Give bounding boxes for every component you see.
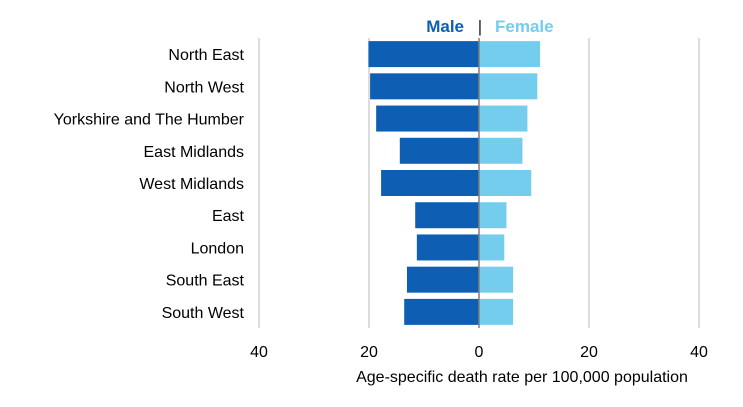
x-tick-label: 0 (475, 344, 484, 361)
x-axis-label: Age-specific death rate per 100,000 popu… (356, 369, 688, 386)
bar-female (479, 41, 541, 68)
legend-female: Female (495, 17, 554, 36)
category-label: London (191, 240, 244, 257)
bar-female (479, 105, 528, 132)
category-label: North East (168, 47, 244, 64)
category-label: North West (164, 79, 244, 96)
bar-male (381, 170, 479, 196)
category-label: East (212, 208, 245, 225)
category-label: West Midlands (139, 176, 244, 193)
bar-male (415, 202, 479, 229)
bar-female (479, 266, 514, 293)
x-tick-labels: 40 20 0 20 40 (250, 344, 708, 361)
bar-male (376, 105, 479, 132)
legend-male: Male (426, 17, 464, 36)
bar-male (370, 73, 479, 100)
category-label: South East (166, 273, 245, 290)
bar-male (368, 41, 479, 68)
category-label: South West (162, 305, 245, 322)
x-tick-label: 40 (690, 344, 708, 361)
legend: Male | Female (426, 17, 553, 36)
bar-male (404, 298, 479, 325)
bar-female (479, 202, 507, 229)
bar-female (479, 170, 532, 196)
gridlines (258, 38, 700, 328)
x-tick-label: 20 (580, 344, 598, 361)
category-labels: North East North West Yorkshire and The Hu… (54, 47, 245, 322)
bar-female (479, 73, 538, 100)
bar-male (416, 234, 479, 261)
bar-male (399, 137, 479, 164)
category-label: Yorkshire and The Humber (54, 112, 245, 129)
bars (368, 41, 541, 325)
legend-separator: | (478, 17, 482, 36)
x-tick-label: 40 (250, 344, 268, 361)
category-label: East Midlands (144, 144, 245, 161)
bar-male (406, 266, 479, 293)
x-tick-label: 20 (360, 344, 378, 361)
bar-female (479, 234, 505, 261)
bar-female (479, 137, 523, 164)
bar-female (479, 298, 514, 325)
